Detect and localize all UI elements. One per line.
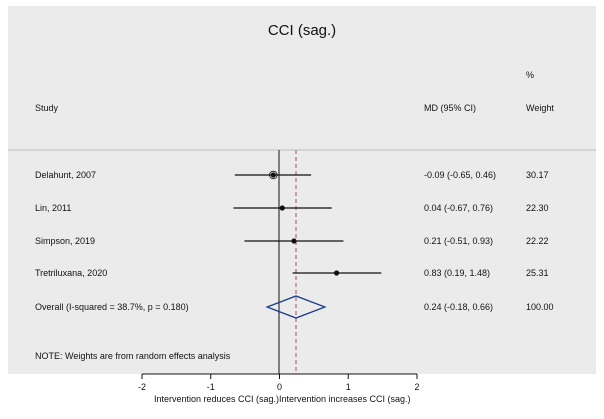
point-estimate — [279, 205, 285, 211]
overall-label: Overall (I-squared = 38.7%, p = 0.180) — [35, 302, 189, 312]
md-ci-header: MD (95% CI) — [424, 103, 476, 113]
ci-text: 0.83 (0.19, 1.48) — [424, 268, 490, 278]
overall-ci-text: 0.24 (-0.18, 0.66) — [424, 302, 493, 312]
overall-weight: 100.00 — [526, 302, 554, 312]
note-text: NOTE: Weights are from random effects an… — [35, 351, 231, 361]
ci-text: -0.09 (-0.65, 0.46) — [424, 170, 496, 180]
weight-header-percent: % — [526, 70, 534, 80]
x-tick-label: 2 — [414, 382, 419, 392]
ci-text: 0.21 (-0.51, 0.93) — [424, 236, 493, 246]
plot-background — [8, 6, 596, 374]
weight-marker — [269, 170, 278, 180]
x-tick-label: 1 — [346, 382, 351, 392]
weight-header: Weight — [526, 103, 554, 113]
x-tick-label: -2 — [138, 382, 146, 392]
x-label-right: Intervention increases CCI (sag.) — [279, 394, 411, 404]
study-label: Tretriluxana, 2020 — [35, 268, 107, 278]
overall-diamond — [265, 295, 327, 319]
study-label: Simpson, 2019 — [35, 236, 95, 246]
weight-value: 22.30 — [526, 203, 549, 213]
x-tick-label: -1 — [207, 382, 215, 392]
weight-value: 25.31 — [526, 268, 549, 278]
study-label: Lin, 2011 — [35, 203, 71, 213]
study-header: Study — [35, 103, 59, 113]
point-estimate — [270, 172, 276, 178]
chart-title: CCI (sag.) — [268, 22, 336, 39]
x-label-left: Intervention reduces CCI (sag.) — [154, 394, 279, 404]
ci-text: 0.04 (-0.67, 0.76) — [424, 203, 493, 213]
weight-value: 30.17 — [526, 170, 549, 180]
study-label: Delahunt, 2007 — [35, 170, 96, 180]
point-estimate — [291, 238, 297, 244]
point-estimate — [333, 270, 340, 276]
weight-value: 22.22 — [526, 236, 549, 246]
x-tick-label: 0 — [277, 382, 282, 392]
